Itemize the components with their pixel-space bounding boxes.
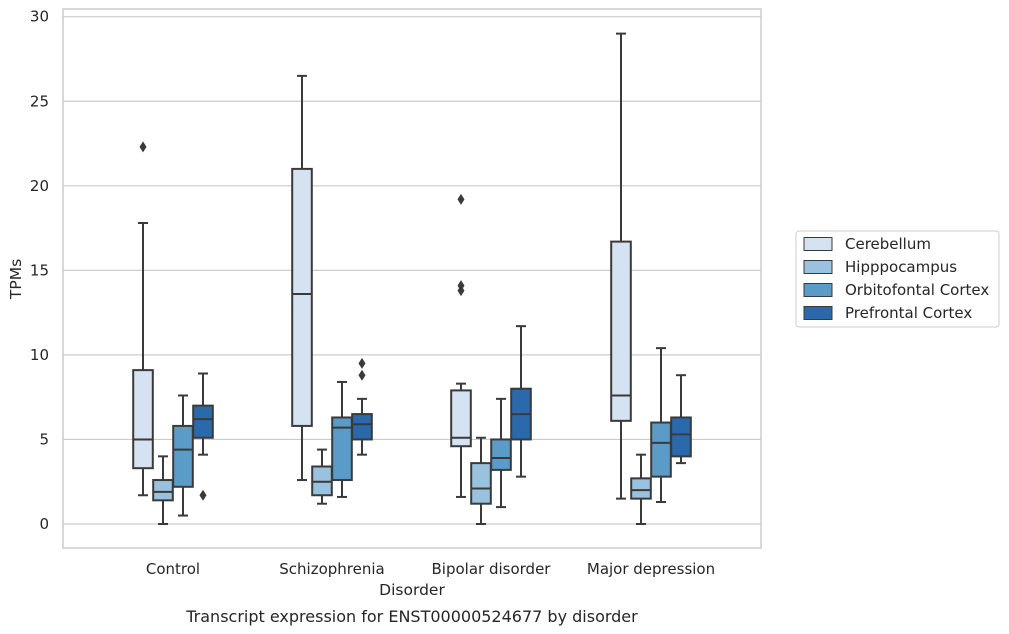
box-group bbox=[490, 397, 512, 509]
x-tick-labels: Control Schizophrenia Bipolar disorder Majo… bbox=[146, 560, 715, 578]
y-tick-label: 10 bbox=[30, 346, 49, 364]
outlier-point bbox=[139, 141, 147, 153]
box-iqr bbox=[331, 416, 353, 482]
box-group bbox=[291, 74, 313, 482]
box-iqr bbox=[490, 438, 512, 471]
legend-label: Cerebellum bbox=[845, 235, 931, 253]
legend-swatch bbox=[803, 237, 833, 251]
box-iqr bbox=[450, 389, 472, 448]
x-tick-label: Major depression bbox=[587, 560, 715, 578]
box-group bbox=[670, 374, 692, 465]
y-axis-title: TPMs bbox=[7, 259, 25, 300]
box-iqr bbox=[670, 416, 692, 458]
box-group bbox=[132, 141, 154, 497]
x-axis-title: Disorder bbox=[379, 581, 445, 599]
legend-label: Orbitofontal Cortex bbox=[845, 281, 989, 299]
legend-swatch bbox=[803, 260, 833, 274]
x-tick-label: Bipolar disorder bbox=[432, 560, 552, 578]
chart-caption: Transcript expression for ENST0000052467… bbox=[185, 607, 638, 626]
box-iqr bbox=[132, 369, 154, 470]
x-tick-label: Control bbox=[146, 560, 200, 578]
outlier-point bbox=[358, 369, 366, 381]
y-tick-label: 0 bbox=[39, 515, 49, 533]
y-tick-labels: 0 5 10 15 20 25 30 bbox=[30, 8, 49, 533]
y-tick-label: 15 bbox=[30, 261, 49, 279]
outlier-point bbox=[199, 489, 207, 501]
outlier-point bbox=[457, 193, 465, 205]
box-group bbox=[152, 455, 174, 525]
boxes bbox=[132, 32, 692, 525]
y-tick-label: 25 bbox=[30, 92, 49, 110]
box-iqr bbox=[610, 240, 632, 422]
y-tick-label: 5 bbox=[39, 430, 49, 448]
legend: Cerebellum Hipppocampus Orbitofontal Corte… bbox=[795, 230, 1000, 328]
box-group bbox=[351, 357, 373, 456]
legend-swatch bbox=[803, 283, 833, 297]
y-tick-label: 30 bbox=[30, 8, 49, 26]
box-group bbox=[510, 325, 532, 478]
box-group bbox=[331, 380, 353, 498]
box-group bbox=[470, 436, 492, 525]
box-group bbox=[450, 193, 472, 498]
box-group bbox=[610, 32, 632, 500]
box-iqr bbox=[291, 167, 313, 427]
plot-frame bbox=[62, 8, 762, 549]
box-group bbox=[630, 453, 652, 525]
legend-label: Hipppocampus bbox=[845, 258, 957, 276]
box-group bbox=[172, 394, 194, 517]
outlier-point bbox=[358, 357, 366, 369]
box-iqr bbox=[470, 462, 492, 505]
box-iqr bbox=[172, 424, 194, 488]
box-iqr bbox=[192, 404, 214, 439]
box-iqr bbox=[630, 477, 652, 500]
outlier-point bbox=[457, 280, 465, 292]
legend-frame bbox=[795, 230, 1000, 328]
legend-label: Prefrontal Cortex bbox=[845, 304, 972, 322]
box-iqr bbox=[650, 421, 672, 478]
x-tick-label: Schizophrenia bbox=[279, 560, 384, 578]
box-iqr bbox=[351, 413, 373, 441]
y-tick-label: 20 bbox=[30, 177, 49, 195]
box-iqr bbox=[152, 479, 174, 502]
legend-swatch bbox=[803, 306, 833, 320]
box-group bbox=[192, 372, 214, 501]
